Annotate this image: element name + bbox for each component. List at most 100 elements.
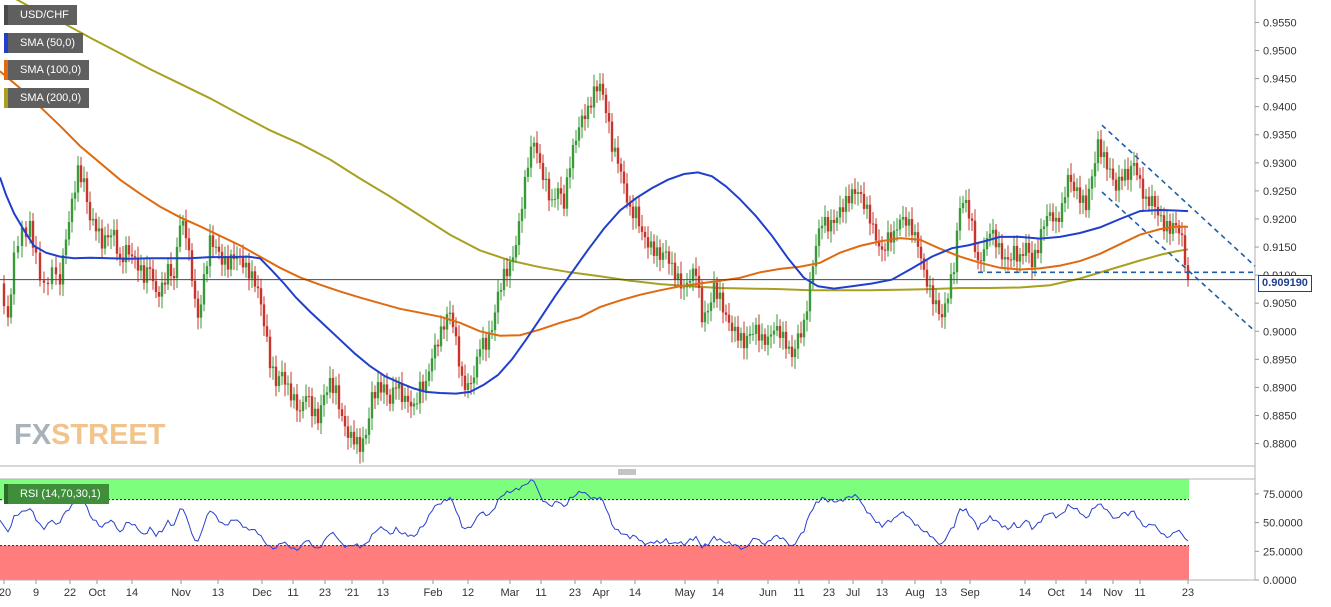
candle-body bbox=[349, 431, 353, 438]
candle-body bbox=[1030, 252, 1034, 268]
price-axis[interactable]: 0.9550 0.9500 0.9450 0.9400 0.9350 0.9300 0.92… bbox=[1255, 17, 1297, 451]
candle-body bbox=[217, 246, 221, 252]
price-tick-label: 0.8950 bbox=[1263, 354, 1297, 366]
legend-sma200[interactable]: SMA (200,0) bbox=[4, 88, 90, 108]
candle-body bbox=[679, 273, 683, 289]
candle-body bbox=[976, 252, 980, 261]
candle-body bbox=[1021, 254, 1025, 256]
candle-body bbox=[1111, 168, 1115, 180]
time-tick-label: May bbox=[675, 587, 696, 599]
sma50-line bbox=[0, 171, 1189, 395]
panel-resize-handle[interactable] bbox=[618, 469, 636, 475]
price-tick-label: 0.8800 bbox=[1263, 439, 1297, 451]
time-tick-label: 14 bbox=[1019, 587, 1031, 599]
candle-body bbox=[469, 383, 473, 385]
candle-body bbox=[292, 394, 296, 401]
candle-body bbox=[736, 326, 740, 341]
candle-body bbox=[394, 387, 398, 389]
candle-body bbox=[1063, 197, 1067, 204]
rsi-tick-label: 25.0000 bbox=[1263, 546, 1303, 558]
price-panel-bg bbox=[0, 0, 1255, 466]
candle-body bbox=[346, 426, 350, 438]
candle-body bbox=[1177, 225, 1181, 234]
legend-symbol[interactable]: USD/CHF bbox=[4, 5, 77, 25]
candle-body bbox=[1123, 168, 1127, 181]
time-tick-label: 23 bbox=[1182, 587, 1194, 599]
candle-body bbox=[952, 272, 956, 275]
time-tick-label: 14 bbox=[712, 587, 724, 599]
legend-sma100[interactable]: SMA (100,0) bbox=[4, 60, 90, 80]
candle-body bbox=[664, 251, 668, 253]
candle-body bbox=[868, 204, 872, 224]
candle-body bbox=[385, 384, 389, 395]
candle-body bbox=[964, 199, 968, 203]
time-axis[interactable]: '20 9 22 Oct 14 Nov 13 Dec 11 23 '21 13 Feb 12 Mar 11 23… bbox=[0, 580, 1194, 599]
candle-body bbox=[427, 371, 431, 381]
candle-body bbox=[550, 199, 554, 201]
candle-body bbox=[883, 249, 887, 251]
candle-body bbox=[430, 358, 434, 372]
candle-body bbox=[196, 298, 200, 318]
candle-body bbox=[988, 233, 992, 239]
candle-body bbox=[1153, 196, 1157, 207]
candle-body bbox=[244, 262, 248, 268]
candle-body bbox=[82, 178, 86, 183]
candle-body bbox=[763, 334, 767, 345]
legend-rsi[interactable]: RSI (14,70,30,1) bbox=[4, 484, 109, 504]
candle-body bbox=[970, 218, 974, 221]
candle-body bbox=[919, 246, 923, 259]
candle-body bbox=[829, 219, 833, 232]
candle-body bbox=[295, 394, 299, 411]
candle-body bbox=[790, 346, 794, 358]
legend-sma50[interactable]: SMA (50,0) bbox=[4, 33, 84, 53]
time-tick-label: Jun bbox=[759, 587, 777, 599]
candle-body bbox=[1003, 257, 1007, 260]
candle-body bbox=[1180, 233, 1184, 236]
legend-symbol-label: USD/CHF bbox=[20, 9, 69, 21]
candle-body bbox=[16, 246, 20, 253]
price-tick-label: 0.9500 bbox=[1263, 46, 1297, 58]
candle-body bbox=[136, 257, 140, 271]
price-tick-label: 0.9200 bbox=[1263, 214, 1297, 226]
candle-body bbox=[1009, 259, 1013, 261]
candle-body bbox=[619, 163, 623, 172]
candle-body bbox=[478, 349, 482, 357]
time-tick-label: 11 bbox=[287, 587, 298, 599]
candle-body bbox=[487, 332, 491, 350]
candle-body bbox=[697, 275, 701, 289]
candle-body bbox=[1102, 152, 1106, 158]
candle-body bbox=[787, 346, 791, 349]
candle-body bbox=[1147, 196, 1151, 206]
rsi-overbought-zone bbox=[0, 479, 1189, 500]
candle-body bbox=[211, 235, 215, 247]
candle-body bbox=[364, 434, 368, 439]
sma200-line-layer bbox=[15, 0, 1189, 292]
candlestick-layer bbox=[2, 72, 1190, 464]
candle-body bbox=[775, 325, 779, 331]
candle-body bbox=[106, 235, 110, 238]
candle-body bbox=[367, 418, 371, 435]
candle-body bbox=[610, 121, 614, 152]
candle-body bbox=[523, 176, 527, 209]
channel-line bbox=[1101, 191, 1256, 332]
candle-body bbox=[1099, 139, 1103, 158]
time-tick-label: 23 bbox=[823, 587, 835, 599]
candle-body bbox=[163, 282, 167, 285]
price-tick-label: 0.9550 bbox=[1263, 17, 1297, 29]
candle-body bbox=[778, 325, 782, 338]
candle-body bbox=[274, 366, 278, 387]
candle-body bbox=[151, 268, 155, 282]
legend-rsi-label: RSI (14,70,30,1) bbox=[20, 488, 101, 500]
candle-body bbox=[937, 300, 941, 315]
candle-body bbox=[54, 267, 58, 275]
candle-body bbox=[337, 385, 341, 410]
candle-body bbox=[115, 229, 119, 254]
time-tick-label: 13 bbox=[935, 587, 947, 599]
candle-body bbox=[721, 292, 725, 313]
candle-body bbox=[1159, 215, 1163, 217]
candle-body bbox=[1051, 212, 1055, 222]
rsi-axis[interactable]: 75.0000 50.0000 25.0000 0.0000 bbox=[1255, 489, 1303, 587]
candle-body bbox=[73, 192, 77, 199]
time-tick-label: Aug bbox=[905, 587, 925, 599]
candle-body bbox=[310, 396, 314, 417]
